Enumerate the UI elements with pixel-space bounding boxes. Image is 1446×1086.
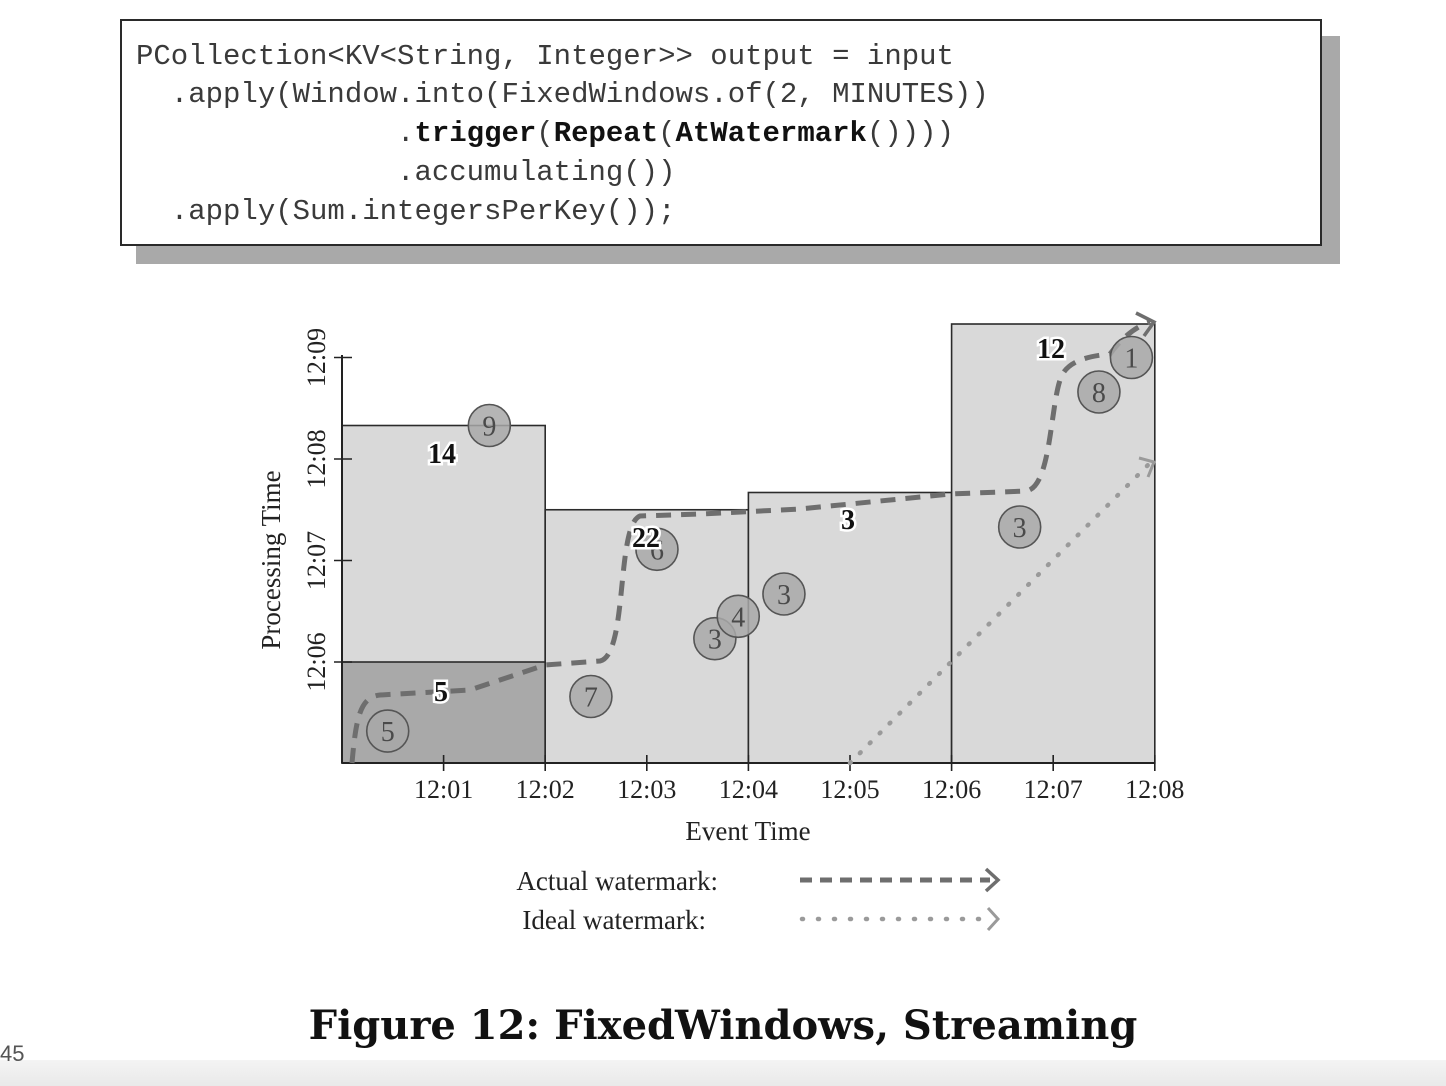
- actual-watermark-arrow: [1135, 311, 1157, 338]
- data-point-label: 1: [1124, 344, 1138, 375]
- code-keyword-atwatermark: AtWatermark: [675, 117, 867, 150]
- data-point: [365, 709, 410, 753]
- data-point: [997, 505, 1042, 549]
- data-point: [762, 572, 806, 616]
- page-number: 45: [0, 1041, 25, 1066]
- chart-axes: 12:01 12:02 12:03 12:04 12:05 12:06 12:07 12:08…: [256, 328, 1184, 846]
- code-text: (: [658, 117, 676, 150]
- code-line-4: .accumulating()): [136, 156, 676, 189]
- x-tick-label: 12:02: [516, 775, 575, 804]
- x-tick-label: 12:05: [820, 775, 879, 804]
- data-point-label: 7: [584, 683, 598, 714]
- code-line-5: .apply(Sum.integersPerKey());: [136, 195, 676, 228]
- data-point: [1077, 370, 1121, 414]
- window-pane: [747, 491, 953, 764]
- pane-sums: 5 14 22 3 12: [426, 332, 1068, 711]
- code-keyword-trigger: trigger: [414, 117, 537, 150]
- data-point: [716, 594, 761, 639]
- x-tick-label: 12:01: [414, 775, 473, 804]
- ideal-watermark-arrow: [1138, 456, 1157, 478]
- code-line-3: .trigger(Repeat(AtWatermark()))): [136, 119, 971, 149]
- ideal-watermark: [847, 459, 1154, 766]
- chart-legend: Actual watermark: Ideal watermark:: [516, 866, 1001, 935]
- legend-actual-arrow: [984, 867, 1001, 893]
- pane-sum-label: 5: [434, 677, 448, 708]
- pane-sum-label: 3: [841, 505, 855, 536]
- data-point-label: 4: [731, 602, 745, 633]
- fixed-windows-chart: 12:01 12:02 12:03 12:04 12:05 12:06 12:07 12:08…: [256, 311, 1184, 935]
- y-tick-label: 12:06: [302, 632, 331, 691]
- data-point: [467, 403, 512, 448]
- data-point: [569, 674, 613, 719]
- legend-actual-label: Actual watermark:: [516, 866, 718, 896]
- data-point-label: 3: [777, 580, 791, 611]
- x-tick-label: 12:04: [719, 775, 778, 804]
- pane-sum-label: 22: [632, 523, 660, 554]
- data-point-label: 5: [381, 717, 395, 748]
- legend-ideal-arrow: [986, 906, 1001, 932]
- window-pane: [950, 323, 1156, 764]
- viewer-bottom-bar: [0, 1060, 1446, 1086]
- code-line-2: .apply(Window.into(FixedWindows.of(2, MI…: [136, 78, 989, 111]
- pane-sum-label: 14: [428, 439, 456, 470]
- data-point-label: 9: [482, 412, 496, 443]
- data-point-label: 6: [650, 535, 664, 566]
- pane-sum-label: 12: [1037, 334, 1065, 365]
- x-tick-label: 12:03: [617, 775, 676, 804]
- x-tick-label: 12:07: [1024, 775, 1083, 804]
- code-text: ()))): [866, 117, 972, 150]
- x-tick-label: 12:08: [1125, 775, 1184, 804]
- code-text: .: [136, 117, 415, 150]
- code-text: (: [536, 117, 554, 150]
- data-point-label: 8: [1092, 378, 1106, 409]
- data-point: [635, 527, 679, 572]
- y-tick-label: 12:07: [302, 531, 331, 590]
- watermark-lines: [349, 311, 1157, 766]
- data-point: [1109, 335, 1154, 380]
- y-axis-label: Processing Time: [256, 470, 286, 649]
- y-tick-label: 12:09: [302, 328, 331, 387]
- figure-caption: Figure 12: FixedWindows, Streaming: [308, 1002, 1138, 1049]
- code-line-1: PCollection<KV<String, Integer>> output …: [136, 40, 954, 73]
- code-keyword-repeat: Repeat: [553, 117, 659, 150]
- data-point-label: 3: [1013, 513, 1027, 544]
- y-tick-label: 12:08: [302, 429, 331, 488]
- actual-watermark: [349, 319, 1151, 764]
- x-tick-label: 12:06: [922, 775, 981, 804]
- code-listing: PCollection<KV<String, Integer>> output …: [120, 19, 1322, 246]
- x-axis-label: Event Time: [685, 816, 810, 846]
- legend-ideal-label: Ideal watermark:: [522, 905, 706, 935]
- data-point-label: 3: [708, 625, 722, 656]
